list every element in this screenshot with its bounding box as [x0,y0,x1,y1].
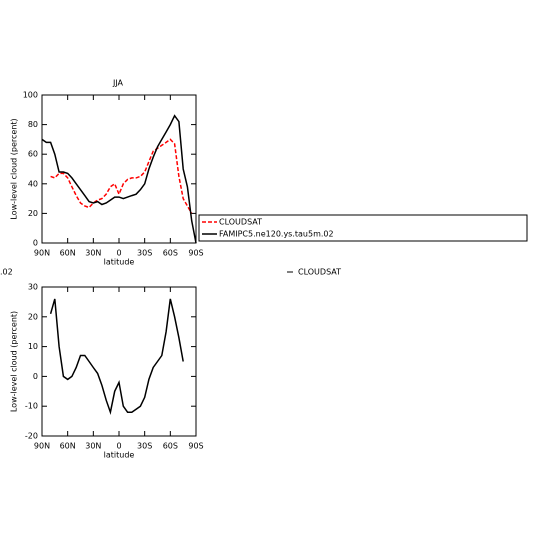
x-tick-label: 60N [60,249,76,258]
x-tick-label: 30S [137,442,152,451]
y-tick-label: -20 [25,432,38,441]
y-axis-label: Low-level cloud (percent) [10,311,19,412]
x-axis-label: latitude [104,258,135,267]
x-tick-label: 30N [85,442,101,451]
x-tick-label: 30N [85,249,101,258]
legend-box [198,214,528,242]
legend-label: CLOUDSAT [219,218,262,227]
y-tick-label: 80 [28,120,38,129]
x-tick-label: 90N [34,249,50,258]
y-tick-label: 60 [28,150,38,159]
x-tick-label: 60N [60,442,76,451]
legend-label: FAMIPC5.ne120.ys.tau5m.02 [219,230,334,239]
x-tick-label: 30S [137,249,152,258]
y-tick-label: -10 [25,402,38,411]
y-tick-label: 0 [33,239,38,248]
y-tick-label: 10 [28,342,38,351]
y-tick-label: 30 [28,283,38,292]
y-tick-label: 20 [28,312,38,321]
x-tick-label: 60S [163,442,178,451]
x-tick-label: 90S [188,442,203,451]
x-tick-label: 60S [163,249,178,258]
annotation: .02 [0,268,13,277]
data-line [50,138,193,214]
x-tick-label: 90N [34,442,50,451]
x-tick-label: 0 [116,442,121,451]
y-tick-label: 20 [28,209,38,218]
data-line [49,298,184,416]
y-tick-label: 0 [33,372,38,381]
y-axis-label: Low-level cloud (percent) [10,118,19,219]
x-axis-label: latitude [104,451,135,460]
annotation: CLOUDSAT [298,268,341,277]
x-tick-label: 0 [116,249,121,258]
data-line [41,114,197,244]
y-tick-label: 100 [23,91,38,100]
panel-title: JJA [112,79,124,88]
y-tick-label: 40 [28,179,38,188]
x-tick-label: 90S [188,249,203,258]
